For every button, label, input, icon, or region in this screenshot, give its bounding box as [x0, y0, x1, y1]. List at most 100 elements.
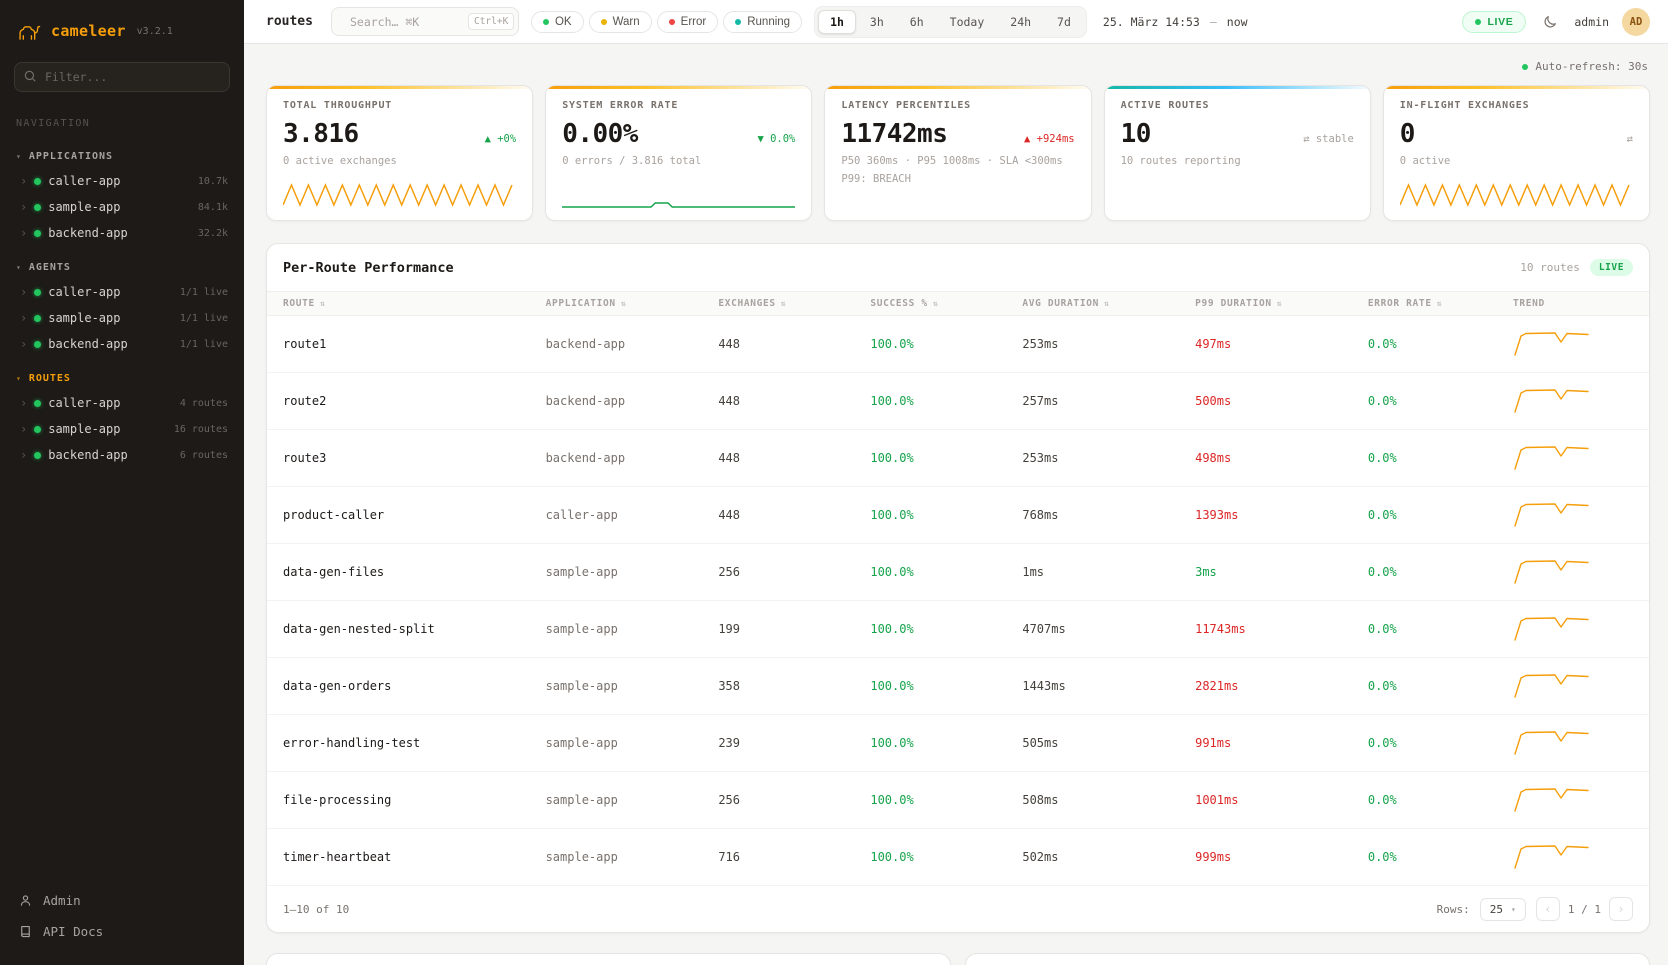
- table-row[interactable]: route3 backend-app 448 100.0% 253ms 498m…: [267, 429, 1649, 487]
- dark-mode-toggle[interactable]: [1539, 11, 1561, 33]
- section-header-applications[interactable]: ▾ APPLICATIONS: [0, 145, 244, 168]
- sidebar-item-application[interactable]: › caller-app 10.7k: [0, 168, 244, 194]
- sidebar-item-application[interactable]: › sample-app 84.1k: [0, 194, 244, 220]
- route-avg-duration: 1443ms: [1006, 657, 1180, 715]
- filter-chip-ok[interactable]: OK: [530, 10, 584, 33]
- kpi-delta: ⇄: [1626, 133, 1633, 145]
- route-error-rate: 0.0%: [1351, 771, 1497, 829]
- table-row[interactable]: data-gen-files sample-app 256 100.0% 1ms…: [267, 543, 1649, 601]
- time-range-button[interactable]: Today: [938, 10, 997, 34]
- table-row[interactable]: error-handling-test sample-app 239 100.0…: [267, 714, 1649, 772]
- route-avg-duration: 768ms: [1006, 486, 1180, 544]
- table-row[interactable]: data-gen-orders sample-app 358 100.0% 14…: [267, 657, 1649, 715]
- camel-logo-icon: [19, 25, 41, 40]
- col-error-rate[interactable]: ERROR RATE ⇅: [1351, 291, 1497, 316]
- sidebar-item-badge: 10.7k: [197, 175, 228, 187]
- time-range-button[interactable]: 7d: [1045, 10, 1083, 34]
- chevron-right-icon: ›: [20, 311, 28, 325]
- status-dot: [34, 203, 42, 211]
- route-name: route2: [267, 372, 530, 430]
- route-success: 100.0%: [854, 714, 1007, 772]
- sidebar-item-badge: 16 routes: [173, 423, 228, 435]
- chevron-right-icon: ›: [20, 174, 28, 188]
- time-range-button[interactable]: 1h: [818, 9, 856, 34]
- table-row[interactable]: data-gen-nested-split sample-app 199 100…: [267, 600, 1649, 658]
- sidebar-item-agent[interactable]: › caller-app 1/1 live: [0, 279, 244, 305]
- route-name: data-gen-nested-split: [267, 600, 530, 658]
- kpi-title: TOTAL THROUGHPUT: [283, 100, 393, 111]
- trend-sparkline: [1514, 389, 1589, 413]
- sidebar-item-route-group[interactable]: › caller-app 4 routes: [0, 390, 244, 416]
- route-avg-duration: 508ms: [1006, 771, 1180, 829]
- autorefresh-label: Auto-refresh: 30s: [1535, 60, 1648, 73]
- next-page-button[interactable]: ›: [1609, 897, 1633, 921]
- sidebar-item-route-group[interactable]: › sample-app 16 routes: [0, 416, 244, 442]
- kpi-value: 11742ms: [841, 119, 948, 149]
- table-row[interactable]: timer-heartbeat sample-app 716 100.0% 50…: [267, 828, 1649, 886]
- sidebar-item-badge: 6 routes: [179, 449, 228, 461]
- kpi-card-active-routes: ACTIVE ROUTES 10 ⇄ stable 10 routes repo…: [1103, 85, 1371, 221]
- sidebar-item-agent[interactable]: › backend-app 1/1 live: [0, 331, 244, 357]
- kpi-card-total-throughput: TOTAL THROUGHPUT 3.816 ▲ +0% 0 active ex…: [266, 85, 534, 221]
- search-input[interactable]: [349, 14, 460, 29]
- sidebar-item-badge: 1/1 live: [179, 312, 228, 324]
- card-accent: [546, 86, 812, 89]
- sidebar-item-agent[interactable]: › sample-app 1/1 live: [0, 305, 244, 331]
- route-p99-duration: 497ms: [1179, 315, 1352, 373]
- route-success: 100.0%: [854, 315, 1007, 373]
- rows-per-page-select[interactable]: 25 ▾: [1479, 897, 1526, 921]
- route-success: 100.0%: [854, 429, 1007, 487]
- prev-page-button[interactable]: ‹: [1535, 897, 1560, 921]
- col-application[interactable]: APPLICATION ⇅: [529, 291, 703, 316]
- col-success[interactable]: SUCCESS % ⇅: [854, 291, 1007, 316]
- sidebar-item-route-group[interactable]: › backend-app 6 routes: [0, 442, 244, 468]
- status-dot: [34, 229, 42, 237]
- col-route[interactable]: ROUTE ⇅: [267, 291, 530, 316]
- table-row[interactable]: file-processing sample-app 256 100.0% 50…: [267, 771, 1649, 829]
- kpi-title: SYSTEM ERROR RATE: [562, 100, 679, 111]
- chevron-right-icon: ›: [20, 285, 28, 299]
- route-application: sample-app: [529, 543, 703, 601]
- live-label: LIVE: [1487, 15, 1514, 28]
- route-error-rate: 0.0%: [1351, 543, 1497, 601]
- sidebar-item-application[interactable]: › backend-app 32.2k: [0, 220, 244, 246]
- sort-icon: ⇅: [932, 299, 939, 308]
- kpi-card-error-rate: SYSTEM ERROR RATE 0.00% ▼ 0.0% 0 errors …: [545, 85, 813, 221]
- sidebar-filter-input[interactable]: [14, 62, 230, 92]
- section-header-routes[interactable]: ▾ ROUTES: [0, 367, 244, 390]
- date-range[interactable]: 25. März 14:53 — now: [1103, 15, 1248, 29]
- admin-link[interactable]: Admin: [0, 885, 244, 916]
- time-range-button[interactable]: 3h: [858, 10, 896, 34]
- table-row[interactable]: product-caller caller-app 448 100.0% 768…: [267, 486, 1649, 544]
- kpi-card-inflight: IN-FLIGHT EXCHANGES 0 ⇄ 0 active: [1382, 85, 1650, 221]
- chevron-right-icon: ›: [20, 448, 28, 462]
- filter-chip-warn[interactable]: Warn: [588, 10, 652, 33]
- route-exchanges: 448: [702, 372, 855, 430]
- api-docs-link[interactable]: API Docs: [0, 916, 244, 947]
- table-row[interactable]: route1 backend-app 448 100.0% 253ms 497m…: [267, 315, 1649, 373]
- time-range-button[interactable]: 6h: [898, 10, 936, 34]
- time-range-button[interactable]: 24h: [998, 10, 1043, 34]
- route-name: error-handling-test: [267, 714, 530, 772]
- navigation-caption: NAVIGATION: [16, 118, 91, 129]
- live-toggle[interactable]: LIVE: [1461, 10, 1527, 33]
- throughput-chart-panel: THROUGHPUT (MSG/S): [266, 953, 951, 965]
- kpi-delta: ▼ 0.0%: [757, 133, 796, 145]
- global-search[interactable]: Ctrl+K: [330, 7, 519, 36]
- app-logo[interactable]: cameleer v3.2.1: [0, 0, 244, 58]
- col-avg-duration[interactable]: AVG DURATION ⇅: [1006, 291, 1180, 316]
- col-p99-duration[interactable]: P99 DURATION ⇅: [1179, 291, 1352, 316]
- avatar[interactable]: AD: [1622, 7, 1650, 36]
- status-dot: [34, 288, 42, 296]
- filter-chip-running[interactable]: Running: [723, 10, 803, 33]
- route-application: sample-app: [529, 657, 703, 715]
- route-avg-duration: 502ms: [1006, 828, 1180, 886]
- route-application: backend-app: [529, 315, 703, 373]
- live-dot: [1474, 18, 1481, 25]
- sidebar-nav: ▾ APPLICATIONS › caller-app 10.7k › samp…: [0, 135, 244, 468]
- trend-sparkline: [1514, 845, 1589, 869]
- col-exchanges[interactable]: EXCHANGES ⇅: [702, 291, 855, 316]
- filter-chip-error[interactable]: Error: [656, 10, 719, 33]
- table-row[interactable]: route2 backend-app 448 100.0% 257ms 500m…: [267, 372, 1649, 430]
- section-header-agents[interactable]: ▾ AGENTS: [0, 256, 244, 279]
